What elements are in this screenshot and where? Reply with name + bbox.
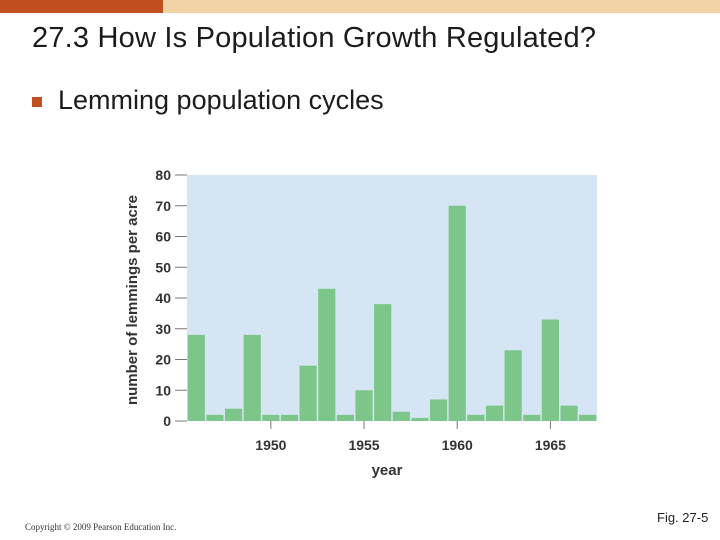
y-axis: 0 10 20 30 40 50 60 70 80 [155, 167, 187, 429]
accent-bar-left [0, 0, 163, 13]
bar-1949 [243, 334, 261, 421]
bar-1956 [374, 304, 392, 421]
bar-1946 [187, 334, 205, 421]
bullet-square-icon [32, 96, 42, 107]
slide-title: 27.3 How Is Population Growth Regulated? [32, 22, 597, 54]
x-tick-label: 1960 [442, 437, 473, 453]
bar-1955 [355, 390, 373, 421]
y-tick-label: 60 [155, 229, 171, 245]
bar-1962 [485, 405, 504, 421]
bullet-text: Lemming population cycles [58, 85, 384, 115]
bar-1950 [262, 414, 280, 421]
y-tick-label: 50 [155, 259, 171, 275]
bar-1957 [392, 411, 410, 421]
x-axis-label: year [372, 462, 403, 479]
y-tick-label: 40 [155, 290, 171, 306]
y-tick-label: 10 [155, 382, 171, 398]
copyright-text: Copyright © 2009 Pearson Education Inc. [25, 522, 177, 532]
y-tick-label: 80 [155, 167, 171, 183]
bar-1961 [467, 414, 485, 421]
bar-series [187, 205, 597, 421]
bar-1963 [504, 350, 522, 421]
x-axis: 1950 1955 1960 1965 [255, 421, 566, 453]
y-tick-label: 0 [163, 413, 171, 429]
bullet-item: Lemming population cycles [32, 85, 384, 116]
bar-1948 [225, 408, 243, 421]
bar-1964 [523, 414, 541, 421]
bar-1966 [560, 405, 578, 421]
bar-1952 [299, 365, 317, 421]
bar-1954 [336, 414, 354, 421]
bar-1947 [206, 414, 224, 421]
bar-1960 [448, 205, 466, 421]
bar-1967 [579, 414, 597, 421]
bar-1953 [318, 288, 336, 421]
bar-1958 [411, 417, 429, 421]
figure-reference: Fig. 27-5 [657, 510, 709, 525]
bar-1951 [280, 414, 299, 421]
y-axis-label: number of lemmings per acre [124, 195, 141, 405]
y-tick-label: 70 [155, 198, 171, 214]
bar-1965 [541, 319, 559, 421]
bar-1959 [430, 399, 448, 421]
y-tick-label: 20 [155, 352, 171, 368]
x-tick-label: 1955 [348, 437, 379, 453]
x-tick-label: 1950 [255, 437, 286, 453]
y-tick-label: 30 [155, 321, 171, 337]
accent-bar-right [163, 0, 720, 13]
x-tick-label: 1965 [535, 437, 566, 453]
